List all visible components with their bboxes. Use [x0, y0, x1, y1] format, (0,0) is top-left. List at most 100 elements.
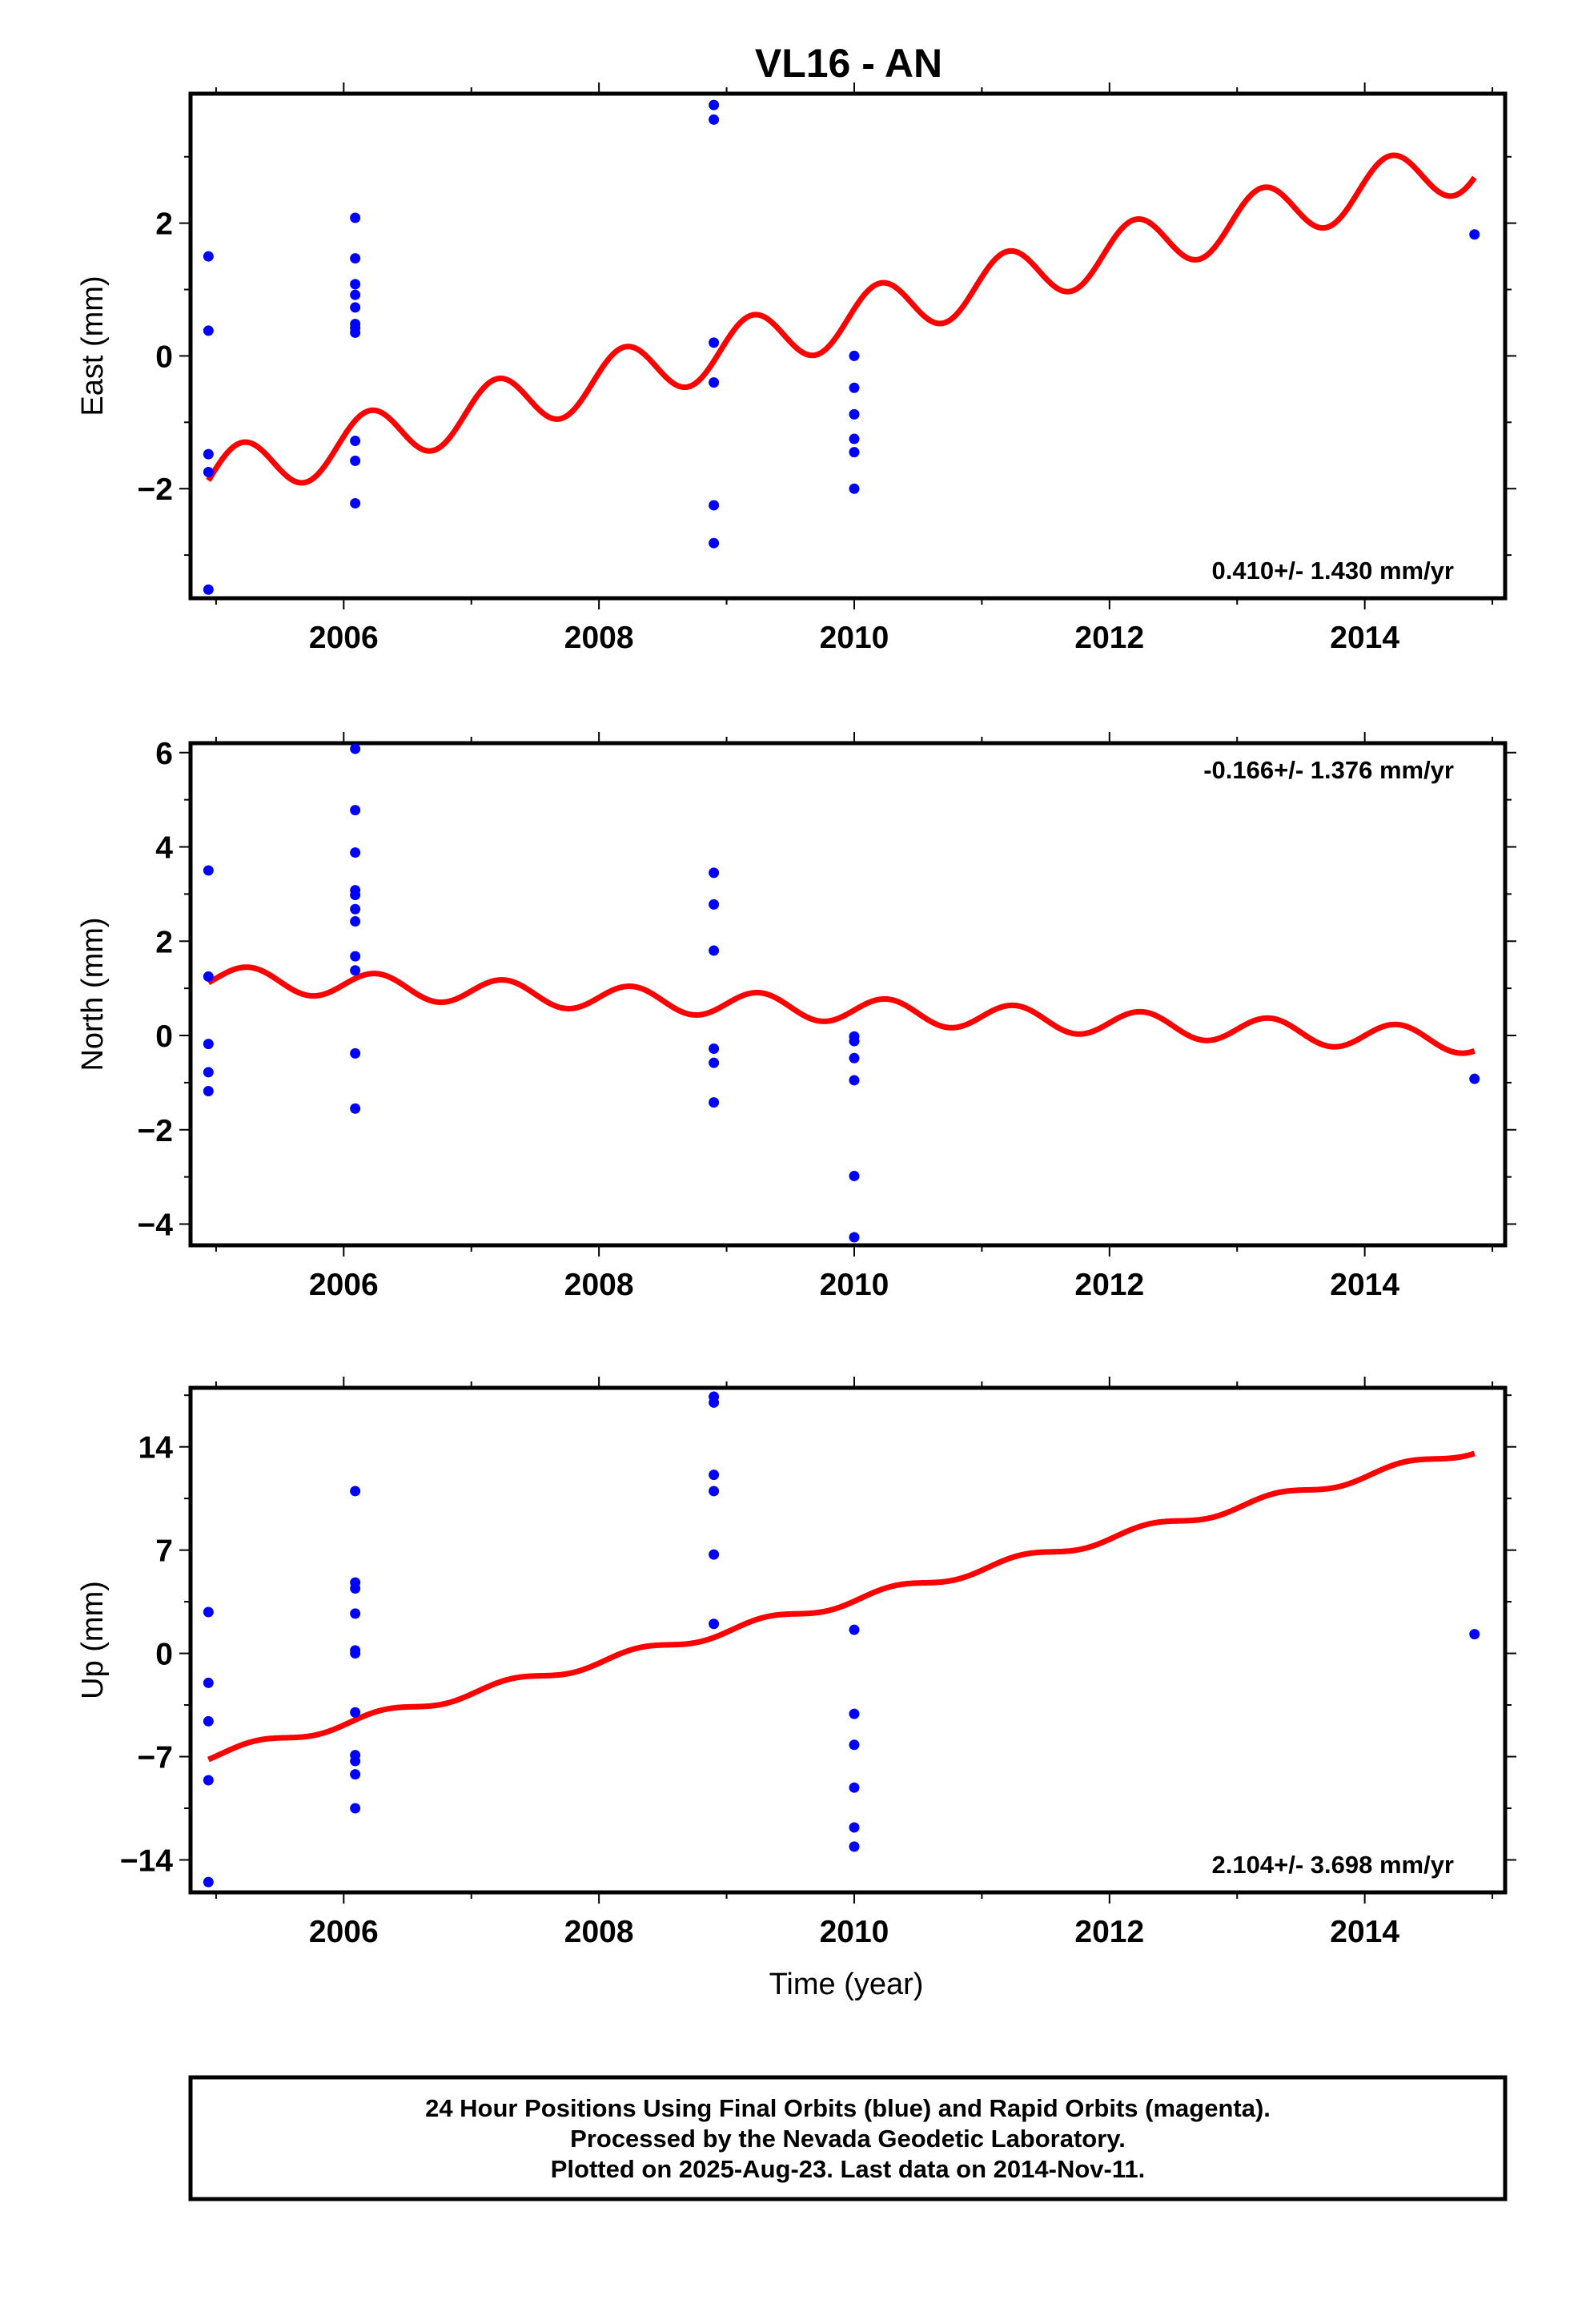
east-data-point — [203, 448, 214, 460]
up-data-point — [709, 1397, 720, 1408]
up-data-point — [350, 1583, 361, 1594]
north-y-tick-label: −2 — [138, 1114, 173, 1148]
up-plot-frame — [188, 1385, 1508, 1895]
north-panel: 2006 2008 2010 2012 2014 −4 −2 0 2 4 6 North (mm) -0… — [76, 732, 1516, 1302]
figure-title: VL16 - AN — [755, 41, 942, 86]
up-y-tick-label: −14 — [120, 1844, 173, 1878]
east-model-line — [206, 152, 1477, 486]
east-data-point — [203, 325, 214, 336]
up-y-tick-label: 0 — [155, 1638, 173, 1672]
north-data-point — [350, 951, 361, 962]
north-data-point — [849, 1232, 860, 1243]
up-data-point — [203, 1715, 214, 1727]
up-rate-label: 2.104+/- 3.698 mm/yr — [1212, 1851, 1454, 1879]
up-data-point — [849, 1841, 860, 1852]
up-y-tick-label: 14 — [139, 1431, 174, 1466]
footer-line-1: 24 Hour Positions Using Final Orbits (bl… — [425, 2094, 1271, 2122]
east-data-point — [849, 483, 860, 494]
north-rate-label: -0.166+/- 1.376 mm/yr — [1203, 756, 1454, 784]
north-data-point — [350, 1047, 361, 1059]
east-panel: 2006 2008 2010 2012 2014 −2 0 2 East (mm) 0.410+/… — [76, 82, 1516, 655]
east-data-point — [849, 408, 860, 420]
up-data-point — [709, 1618, 720, 1630]
east-data-point — [709, 337, 720, 348]
east-data-point — [350, 279, 361, 290]
north-data-point — [350, 965, 361, 976]
north-data-point — [709, 945, 720, 956]
east-plot-frame — [188, 91, 1508, 601]
east-data-point — [350, 212, 361, 223]
east-y-tick-label: 2 — [155, 207, 173, 242]
up-data-point — [203, 1876, 214, 1888]
east-data-point — [350, 302, 361, 313]
up-data-point — [709, 1549, 720, 1560]
east-data-point — [709, 500, 720, 511]
east-data-point — [849, 382, 860, 393]
east-x-tick-label: 2014 — [1330, 621, 1399, 655]
east-data-point — [350, 327, 361, 338]
north-y-tick-label: 6 — [155, 737, 173, 771]
up-y-axis-label: Up (mm) — [76, 1581, 110, 1699]
up-x-tick-label: 2006 — [309, 1915, 379, 1949]
footer-line-3: Plotted on 2025-Aug-23. Last data on 201… — [551, 2155, 1145, 2183]
north-data-point — [350, 805, 361, 816]
east-data-point — [203, 251, 214, 262]
up-x-tick-label: 2012 — [1074, 1915, 1144, 1949]
north-plot-frame — [188, 741, 1508, 1248]
north-x-tick-label: 2006 — [309, 1268, 379, 1302]
east-y-tick-label: −2 — [138, 472, 173, 507]
up-data-point — [709, 1470, 720, 1481]
north-data-point — [350, 743, 361, 754]
up-x-tick-label: 2008 — [564, 1915, 634, 1949]
north-data-point — [203, 1039, 214, 1050]
north-x-tick-label: 2010 — [820, 1268, 889, 1302]
north-x-tick-label: 2014 — [1330, 1268, 1399, 1302]
north-data-point — [849, 1075, 860, 1086]
north-y-tick-label: −4 — [138, 1208, 174, 1243]
north-data-point — [350, 903, 361, 915]
up-data-point — [709, 1486, 720, 1497]
up-data-point — [350, 1648, 361, 1659]
north-y-tick-label: 4 — [155, 831, 173, 866]
north-y-tick-label: 2 — [155, 925, 173, 959]
north-data-point — [350, 890, 361, 901]
up-data-point — [849, 1739, 860, 1751]
up-data-point — [350, 1707, 361, 1718]
east-data-point — [350, 253, 361, 264]
east-data-point — [350, 436, 361, 447]
east-data-point — [350, 455, 361, 466]
east-data-point — [709, 537, 720, 549]
east-x-tick-label: 2010 — [820, 621, 889, 655]
north-data-point — [203, 1085, 214, 1096]
north-data-point — [849, 1170, 860, 1181]
x-axis-label: Time (year) — [769, 1968, 924, 2001]
up-data-point — [849, 1782, 860, 1793]
east-data-point — [709, 99, 720, 111]
up-data-point — [849, 1624, 860, 1635]
north-data-point — [203, 1067, 214, 1078]
up-data-point — [350, 1803, 361, 1814]
east-x-tick-label: 2006 — [309, 621, 379, 655]
north-data-point — [203, 865, 214, 876]
north-data-point — [350, 1103, 361, 1114]
up-x-tick-label: 2014 — [1330, 1915, 1399, 1949]
north-x-tick-label: 2012 — [1074, 1268, 1144, 1302]
up-panel: 2006 2008 2010 2012 2014 −14 −7 0 7 14 Up (mm) 2.10… — [76, 1377, 1516, 1949]
north-data-point — [350, 847, 361, 858]
up-y-tick-label: 7 — [155, 1534, 173, 1569]
east-data-point — [849, 433, 860, 444]
east-rate-label: 0.410+/- 1.430 mm/yr — [1212, 557, 1454, 585]
up-data-point — [350, 1486, 361, 1497]
north-data-point — [350, 916, 361, 927]
north-data-point — [709, 1057, 720, 1068]
up-data-point — [203, 1606, 214, 1618]
north-data-point — [709, 867, 720, 879]
up-data-point — [350, 1608, 361, 1619]
up-x-tick-label: 2010 — [820, 1915, 889, 1949]
up-data-point — [203, 1775, 214, 1786]
footer-box: 24 Hour Positions Using Final Orbits (bl… — [188, 2075, 1508, 2201]
east-data-point — [849, 350, 860, 361]
up-model-line — [207, 1450, 1476, 1763]
east-data-point — [350, 497, 361, 509]
